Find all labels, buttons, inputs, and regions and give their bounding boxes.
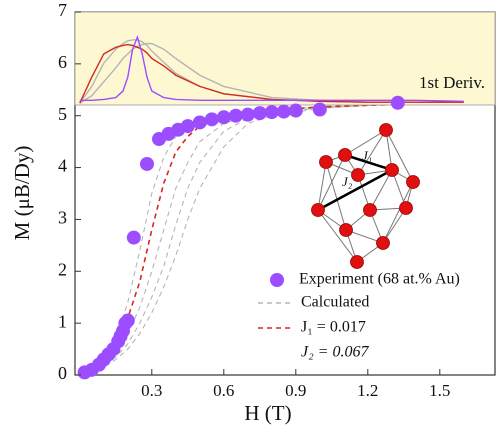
x-tick-label: 0.3 — [141, 381, 162, 400]
bond-label: J₁ — [362, 148, 372, 163]
y-tick-label: 1 — [58, 311, 67, 331]
y-tick-label: 2 — [58, 259, 67, 279]
x-tick-label: 1.5 — [429, 381, 450, 400]
legend-label: Experiment (68 at.% Au) — [299, 271, 460, 288]
experiment-point — [204, 112, 219, 127]
experiment-point — [140, 156, 154, 171]
experiment-point — [180, 119, 195, 134]
experiment-point — [126, 230, 141, 245]
x-axis-label: H (T) — [244, 401, 291, 425]
curve — [79, 34, 464, 102]
experiment-point — [252, 106, 267, 121]
experiment-point — [228, 108, 243, 123]
experiment-point — [276, 104, 291, 119]
inset — [74, 11, 496, 106]
inset-label: 1st Deriv. — [419, 73, 485, 92]
experiment-point — [390, 95, 405, 110]
experiment-point — [240, 107, 255, 122]
x-tick-label: 0.9 — [285, 381, 306, 400]
y-axis-label: M (μB/Dy) — [10, 146, 34, 241]
x-tick-label: 0.6 — [213, 381, 234, 400]
annotation: J₂ = 0.067 — [301, 344, 369, 361]
inset-frame — [74, 11, 496, 106]
experiment-point — [216, 110, 231, 125]
legend-label: J₁ = 0.017 — [301, 319, 366, 336]
y-tick-label: 7 — [58, 0, 67, 20]
experiment-point — [120, 313, 135, 328]
experiment-points — [77, 95, 405, 380]
y-tick-label: 0 — [58, 363, 67, 383]
experiment-point — [312, 102, 327, 117]
x-tick-label: 1.2 — [357, 381, 378, 400]
legend-marker — [270, 273, 284, 287]
bond-label: J₂ — [342, 174, 353, 189]
y-tick-label: 3 — [58, 208, 67, 228]
legend-label: Calculated — [301, 294, 369, 311]
y-tick-label: 4 — [58, 156, 67, 176]
experiment-point — [192, 115, 207, 130]
y-tick-label: 5 — [58, 104, 67, 124]
curve — [79, 102, 464, 376]
experiment-point — [264, 105, 279, 120]
experiment-point — [288, 103, 303, 118]
icosahedron — [311, 123, 420, 269]
y-tick-label: 6 — [58, 52, 67, 72]
